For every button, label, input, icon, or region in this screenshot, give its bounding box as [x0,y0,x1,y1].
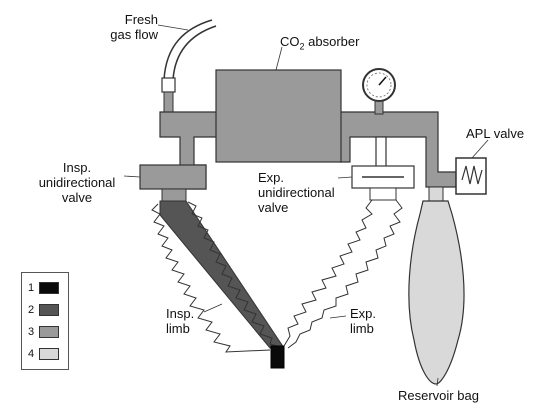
legend-item-2: 2 [22,303,68,317]
leader-apl-valve [471,139,489,159]
apl-valve-housing [455,157,487,195]
leader-reservoir-bag [436,377,439,387]
reservoir-bag-label: Reservoir bag [398,388,479,403]
co2-absorber-label: CO2 absorber [280,34,360,52]
fresh-gas-connector [161,77,176,93]
leader-exp-valve [337,176,353,179]
fresh-gas-flow-label: Fresh gas flow [110,12,158,42]
leader-insp-valve [123,175,141,178]
exp-unidirectional-valve-label: Exp. unidirectional valve [258,170,335,215]
reservoir-bag [408,200,465,385]
legend-swatch [39,348,59,360]
leader-fresh-gas [157,24,189,31]
co2-absorber-canister [215,69,342,163]
exp-limb-corrugation-right [287,199,403,349]
legend-swatch [39,282,59,294]
insp-limb-corrugation-right [187,201,285,349]
legend-item-3: 3 [22,325,68,339]
apl-spring-icon [461,165,483,185]
gauge-stem [374,99,384,115]
exp-limb-corrugation-left [283,199,373,347]
legend-number: 2 [28,304,35,316]
insp-unidirectional-valve-label: Insp. unidirectional valve [38,160,116,205]
insp-valve-lower [161,188,187,202]
pressure-gauge-needle [378,76,387,86]
leader-exp-limb [329,315,347,319]
fresh-gas-inlet [163,91,174,113]
legend-item-4: 4 [22,347,68,361]
leader-insp-limb [203,303,223,313]
y-piece-connector [270,345,285,369]
fresh-gas-tube [163,19,213,81]
legend-number: 4 [28,348,35,360]
legend-number: 3 [28,326,35,338]
exp-limb-label: Exp. limb [350,306,377,336]
legend-swatch [39,326,59,338]
legend-swatch [39,304,59,316]
insp-valve-block [139,164,207,190]
exp-valve-stem [375,136,387,168]
exp-valve-lower [369,187,397,201]
pressure-gauge-face [366,72,392,98]
insp-limb-corrugation-left [151,203,271,353]
leader-co2-absorber [275,46,283,71]
insp-limb-label: Insp. limb [166,306,195,336]
legend-number: 1 [28,282,35,294]
fresh-gas-tube-inner [172,25,217,81]
apl-valve-label: APL valve [466,126,525,141]
legend: 1 2 3 4 [21,272,69,370]
legend-item-1: 1 [22,281,68,295]
